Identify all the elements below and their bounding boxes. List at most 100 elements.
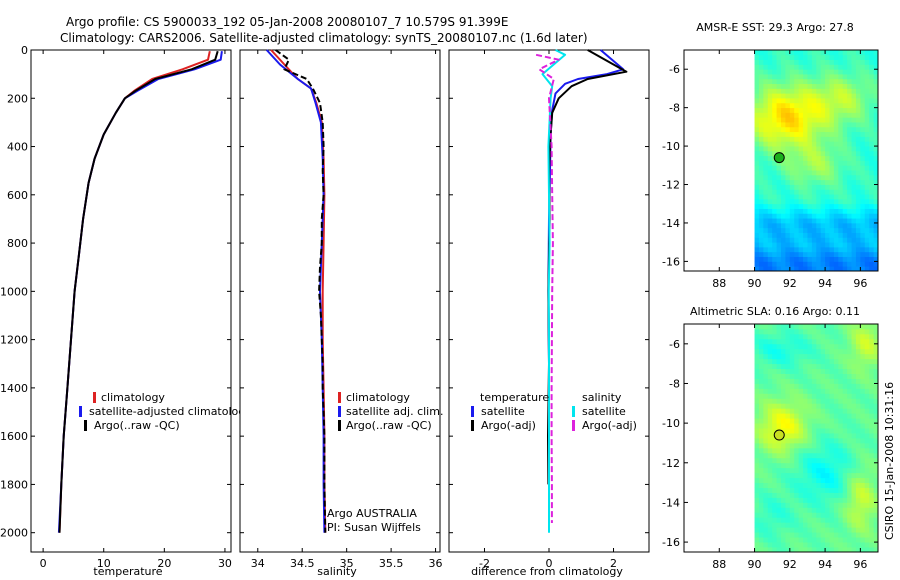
heatmap-cell [820,438,826,444]
heatmap-cell [785,203,791,209]
heatmap-cell [816,242,822,248]
heatmap-cell [855,378,861,384]
heatmap-cell [829,413,835,419]
heatmap-cell [869,160,874,166]
heatmap-cell [758,383,764,389]
heatmap-cell [842,497,848,503]
heatmap-cell [776,522,782,528]
heatmap-cell [794,442,800,449]
heatmap-cell [842,487,848,493]
heatmap-cell [758,358,764,365]
heatmap-cell [851,146,857,152]
heatmap-cell [864,112,870,118]
heatmap-cell [758,54,764,60]
heatmap-cell [869,398,874,404]
heatmap-cell [869,146,874,152]
heatmap-cell [772,117,777,123]
heatmap-cell [842,328,848,335]
heatmap-cell [767,537,773,543]
heatmap-cell [785,418,791,424]
heatmap-cell [825,532,830,538]
heatmap-cell [851,246,857,253]
heatmap-cell [864,343,870,350]
heatmap-cell [798,189,804,195]
heatmap-cell [781,102,786,109]
heatmap-cell [803,378,808,384]
heatmap-cell [763,136,769,142]
heatmap-cell [767,184,773,190]
y-tick-label: -14 [662,217,680,230]
heatmap-cell [847,203,852,209]
heatmap-cell [789,69,795,75]
heatmap-cell [789,492,795,498]
heatmap-cell [825,383,830,389]
heatmap-cell [820,227,826,233]
heatmap-cell [794,338,800,345]
heatmap-cell [767,69,773,75]
heatmap-cell [829,482,835,488]
heatmap-cell [829,93,835,99]
heatmap-cell [847,179,852,185]
heatmap-cell [825,131,830,137]
heatmap-cell [829,477,835,484]
heatmap-cell [789,368,795,374]
heatmap-cell [873,388,879,394]
heatmap-cell [785,222,791,229]
heatmap-cell [829,88,835,94]
heatmap-cell [754,497,760,503]
heatmap-cell [855,266,861,272]
heatmap-cell [798,213,804,219]
heatmap-cell [776,64,782,70]
heatmap-cell [754,78,760,85]
heatmap-cell [776,194,782,200]
heatmap-cell [803,122,808,128]
heatmap-cell [842,117,848,123]
heatmap-cell [847,83,852,89]
heatmap-cell [767,222,773,229]
heatmap-cell [847,418,852,424]
heatmap-cell [794,83,800,89]
heatmap-cell [754,527,760,533]
heatmap-cell [772,507,777,513]
heatmap-cell [816,418,822,424]
heatmap-cell [772,423,777,429]
heatmap-cell [825,78,830,85]
heatmap-cell [816,438,822,444]
heatmap-cell [767,512,773,518]
heatmap-cell [860,126,866,133]
heatmap-cell [767,408,773,414]
heatmap-cell [758,179,764,185]
heatmap-cell [838,408,844,414]
heatmap-cell [789,408,795,414]
heatmap-cell [767,74,773,80]
heatmap-cell [754,98,760,104]
heatmap-cell [825,59,830,65]
heatmap-cell [811,136,817,142]
heatmap-cell [758,107,764,113]
heatmap-cell [803,527,808,533]
heatmap-cell [825,418,830,424]
heatmap-cell [820,194,826,200]
heatmap-cell [754,179,760,185]
heatmap-cell [829,363,835,370]
heatmap-cell [807,428,813,434]
heatmap-cell [864,358,870,365]
heatmap-cell [794,266,800,272]
heatmap-cell [820,74,826,80]
heatmap-cell [781,363,786,370]
heatmap-cell [855,198,861,205]
heatmap-cell [860,266,866,272]
heatmap-cell [820,363,826,370]
heatmap-cell [851,328,857,335]
heatmap-cell [838,237,844,243]
heatmap-cell [781,174,786,181]
heatmap-cell [860,242,866,248]
heatmap-cell [829,487,835,493]
heatmap-cell [789,537,795,543]
heatmap-cell [816,324,822,330]
heatmap-cell [855,54,861,60]
heatmap-cell [785,54,791,60]
heatmap-cell [811,88,817,94]
heatmap-cell [767,64,773,70]
heatmap-cell [838,112,844,118]
